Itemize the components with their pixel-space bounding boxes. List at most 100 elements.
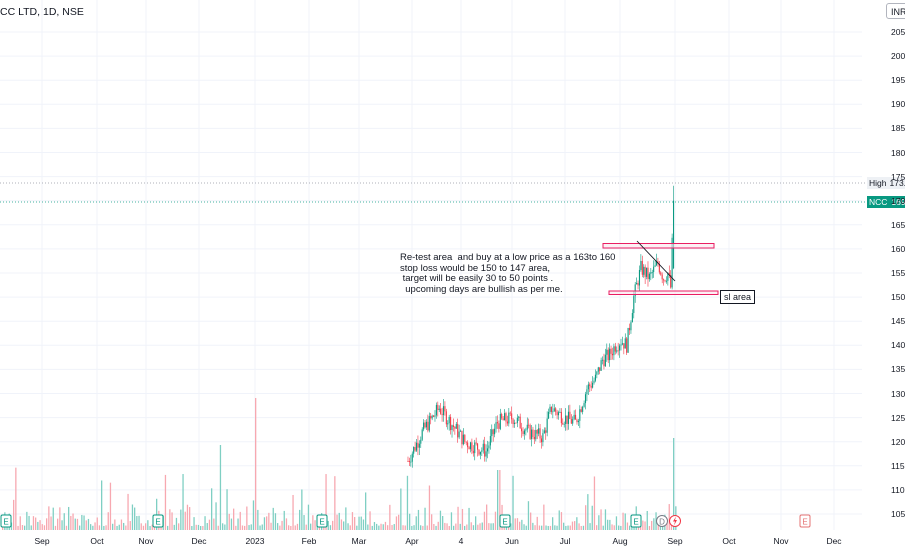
candle-body <box>630 322 632 331</box>
volume-bar <box>303 515 305 530</box>
candle-body <box>672 200 675 269</box>
volume-bar <box>239 511 241 530</box>
volume-bar <box>538 525 541 530</box>
candle-body <box>671 237 673 288</box>
candle-body <box>572 419 574 424</box>
volume-bar <box>387 525 389 530</box>
volume-bar <box>266 516 268 530</box>
volume-bar <box>294 525 296 530</box>
time-tick-label: Mar <box>351 536 367 546</box>
volume-bar <box>327 520 329 530</box>
earnings-marker-icon[interactable]: D <box>656 515 668 527</box>
volume-bar <box>180 509 182 530</box>
volume-bar <box>510 523 512 530</box>
earnings-marker-icon[interactable]: E <box>799 514 811 528</box>
dividend-flash-icon[interactable] <box>669 515 681 527</box>
candle-body <box>425 421 428 428</box>
volume-bar <box>54 525 57 530</box>
candle-body <box>407 460 409 462</box>
candle-body <box>468 447 470 450</box>
volume-bar <box>310 523 312 530</box>
ticker-value: 169. <box>889 196 905 208</box>
earnings-marker-icon[interactable]: E <box>152 514 164 528</box>
candle-body <box>543 430 545 434</box>
volume-bar <box>360 516 362 530</box>
volume-bar <box>622 512 624 530</box>
candle-body <box>575 414 577 420</box>
volume-bar <box>340 519 343 530</box>
price-tick-label: 105. <box>891 509 905 519</box>
event-marker-label: D <box>659 518 665 527</box>
candle-body <box>563 423 565 425</box>
volume-bar <box>543 504 545 530</box>
candle-body <box>532 429 534 437</box>
candle-body <box>616 350 618 352</box>
volume-bar <box>413 525 415 530</box>
volume-bar <box>17 525 19 530</box>
volume-bar <box>541 525 543 530</box>
price-tick-label: 175. <box>891 171 905 182</box>
volume-bar <box>96 517 98 530</box>
volume-bar <box>514 518 516 530</box>
volume-bar <box>46 518 48 530</box>
volume-bar <box>547 525 549 530</box>
volume-bar <box>81 514 83 530</box>
earnings-marker-icon[interactable]: E <box>316 514 328 528</box>
candle-body <box>485 451 487 457</box>
volume-bar <box>424 507 426 530</box>
earnings-marker-icon[interactable]: E <box>0 514 12 528</box>
candle-body <box>583 403 585 407</box>
volume-bar <box>578 523 580 530</box>
volume-bar <box>554 525 556 530</box>
volume-bar <box>593 476 596 530</box>
time-tick-label: Oct <box>90 536 104 546</box>
volume-bar <box>527 501 530 530</box>
candle-body <box>668 272 670 275</box>
earnings-marker-icon[interactable]: E <box>630 514 642 528</box>
volume-bar <box>428 485 431 530</box>
volume-bar <box>285 518 288 530</box>
volume-bar <box>576 517 578 530</box>
candle-body <box>415 442 418 451</box>
ticker-tag: NCC <box>867 196 890 208</box>
volume-bar <box>296 523 299 530</box>
volume-bar <box>356 525 358 530</box>
volume-bar <box>644 521 646 530</box>
candle-body <box>654 265 656 267</box>
volume-bar <box>437 521 439 530</box>
volume-bar <box>587 494 589 530</box>
volume-bar <box>371 525 373 530</box>
trade-note-text[interactable]: Re-test area and buy at a low price as a… <box>400 252 615 295</box>
candle-body <box>552 411 554 413</box>
volume-bar <box>345 507 347 530</box>
volume-bar <box>299 509 301 530</box>
price-tick-label: 125. <box>891 412 905 423</box>
candle-body <box>539 428 541 439</box>
earnings-marker-icon[interactable]: E <box>499 514 511 528</box>
high-label-text: High <box>869 178 887 188</box>
time-tick-label: Apr <box>405 536 419 546</box>
candle-body <box>621 343 623 345</box>
volume-bar <box>600 509 602 530</box>
volume-bar <box>444 522 446 530</box>
volume-bar <box>376 523 378 530</box>
candle-body <box>513 422 516 425</box>
volume-bar <box>211 488 213 530</box>
candle-body <box>447 423 449 425</box>
candle-body <box>667 272 669 281</box>
candle-body <box>628 327 631 331</box>
volume-bar <box>222 523 224 530</box>
trendline <box>636 240 676 282</box>
high-price-label: High 173. <box>867 177 905 189</box>
volume-bar <box>499 470 501 530</box>
candle-body <box>410 461 412 463</box>
time-tick-label: Oct <box>722 536 736 546</box>
candle-body <box>481 450 483 452</box>
volume-bar <box>519 521 521 530</box>
currency-button[interactable]: INR <box>886 3 905 19</box>
time-tick-label: Dec <box>826 536 842 546</box>
sl-area-label[interactable]: sl area <box>720 290 756 304</box>
price-tick-label: 180. <box>891 147 905 158</box>
candle-body <box>576 419 578 423</box>
